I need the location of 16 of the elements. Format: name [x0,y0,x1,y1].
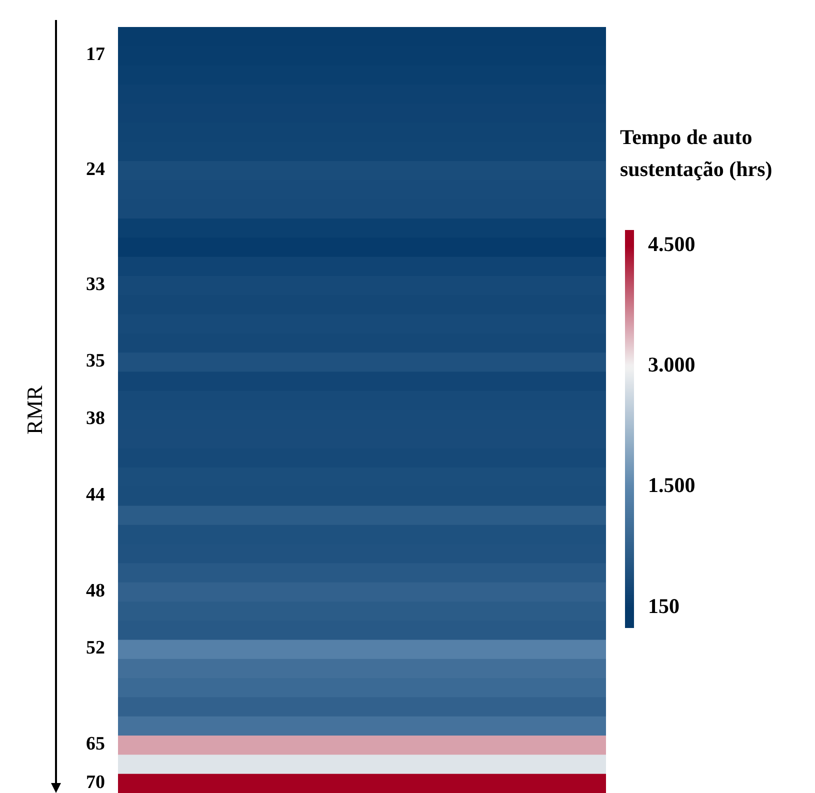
color-bar-label: 150 [648,594,680,618]
color-bar-label: 4.500 [648,232,696,256]
y-tick-label: 65 [86,733,105,754]
y-axis-title: RMR [22,385,47,434]
y-tick-label: 35 [86,350,105,372]
y-tick-label: 52 [86,638,105,659]
y-tick-label: 24 [86,158,106,180]
color-bar-title: Tempo de auto sustentação (hrs) [620,125,772,181]
y-tick-label: 38 [86,408,105,429]
color-bar-label: 1.500 [648,473,696,498]
y-tick-label: 44 [86,484,106,506]
y-tick-label: 48 [86,580,105,602]
y-tick-label: 70 [86,772,105,793]
color-bar-label: 3.000 [648,352,696,376]
y-tick-label: 33 [86,274,105,295]
y-tick-label: 17 [86,44,106,66]
